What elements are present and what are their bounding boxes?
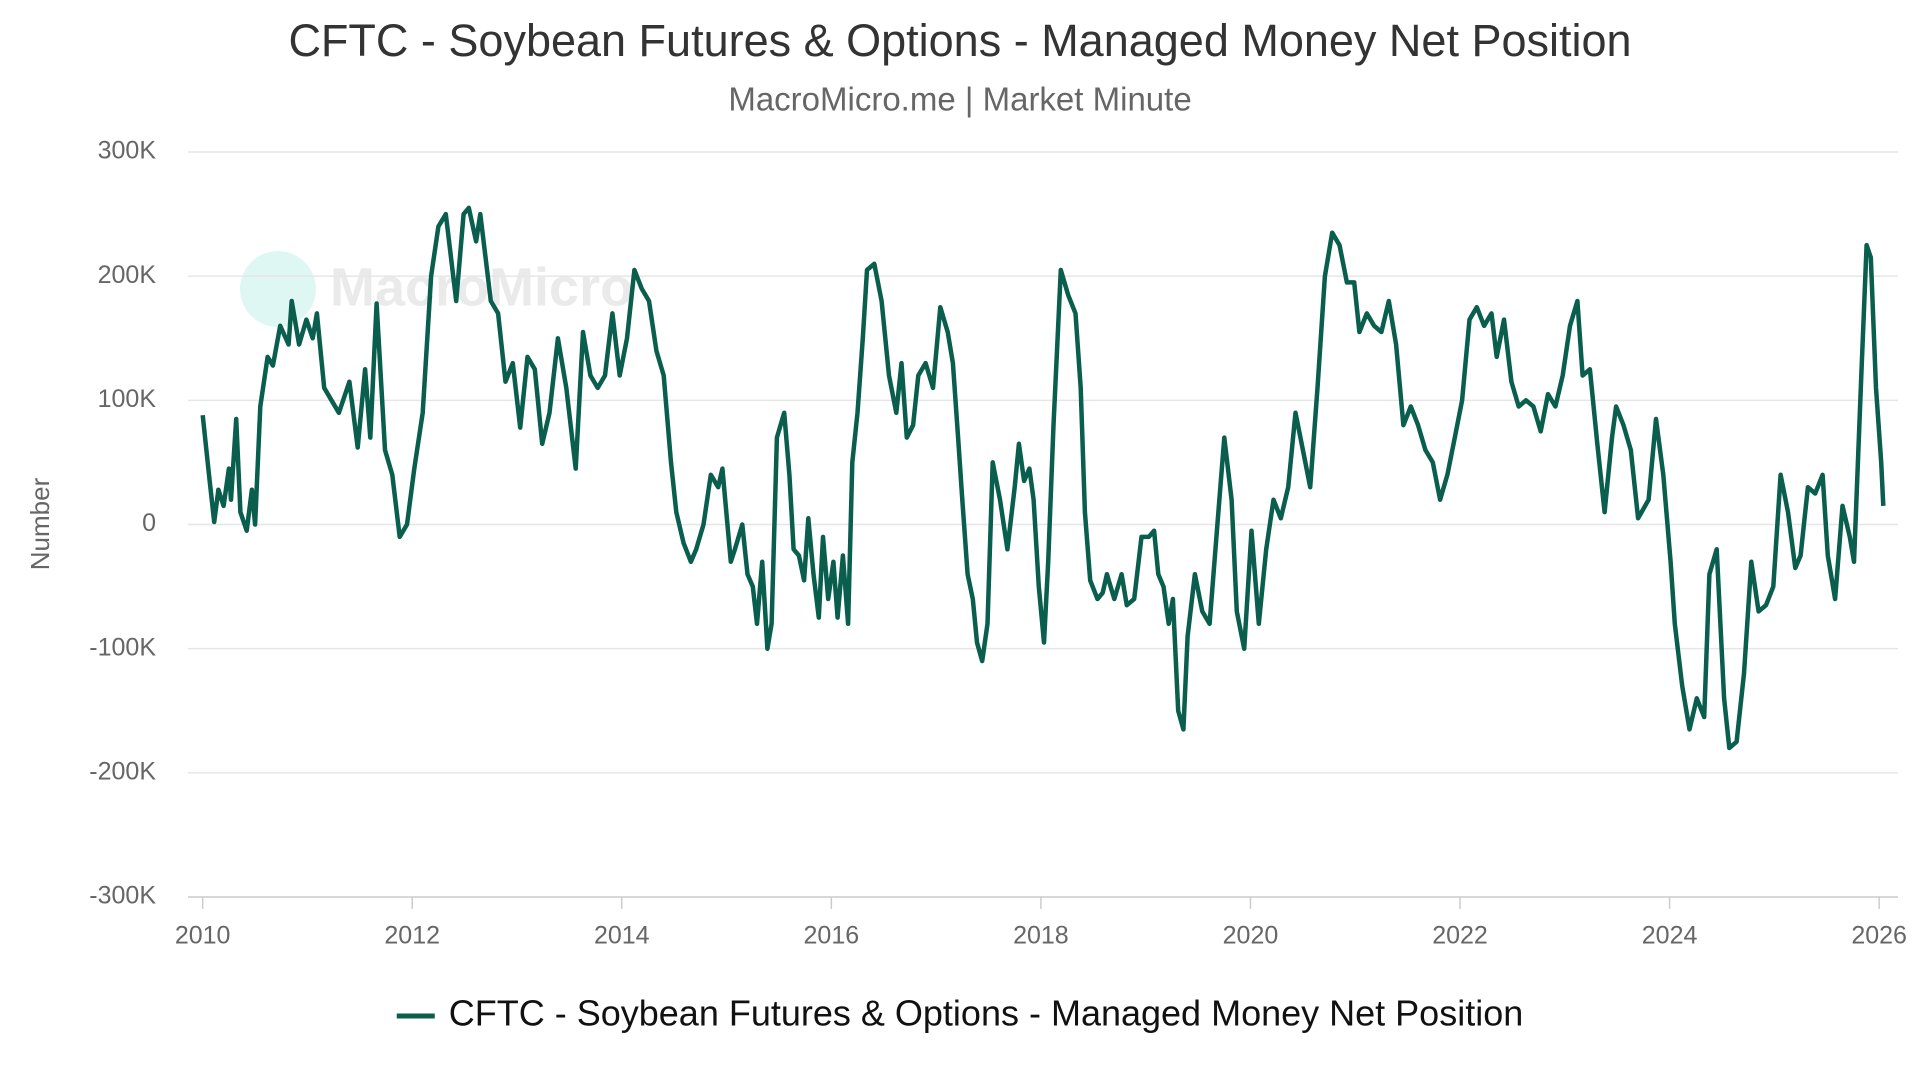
y-tick-label: -300K (89, 882, 156, 910)
x-tick-label: 2014 (594, 922, 650, 950)
y-tick-label: 200K (98, 261, 157, 289)
y-tick-label: 100K (98, 385, 157, 413)
y-axis-label: Number (25, 477, 55, 570)
x-tick-label: 2022 (1432, 922, 1488, 950)
x-tick-label: 2016 (804, 922, 860, 950)
data-line (200, 205, 1886, 751)
y-tick-label: -100K (89, 633, 156, 661)
y-tick-label: 0 (142, 509, 156, 537)
chart-subtitle: MacroMicro.me | Market Minute (728, 81, 1191, 118)
legend-label: CFTC - Soybean Futures & Options - Manag… (449, 993, 1523, 1034)
watermark-logo (240, 251, 316, 327)
y-tick-label: -200K (89, 757, 156, 785)
y-tick-label: 300K (98, 137, 157, 165)
chart-title: CFTC - Soybean Futures & Options - Manag… (288, 15, 1631, 66)
x-tick-label: 2018 (1013, 922, 1069, 950)
x-tick-label: 2024 (1642, 922, 1698, 950)
watermark: MacroMicro (330, 257, 633, 317)
x-tick-label: 2010 (175, 922, 231, 950)
x-tick-label: 2020 (1223, 922, 1279, 950)
x-tick-label: 2026 (1851, 922, 1907, 950)
x-tick-label: 2012 (384, 922, 440, 950)
